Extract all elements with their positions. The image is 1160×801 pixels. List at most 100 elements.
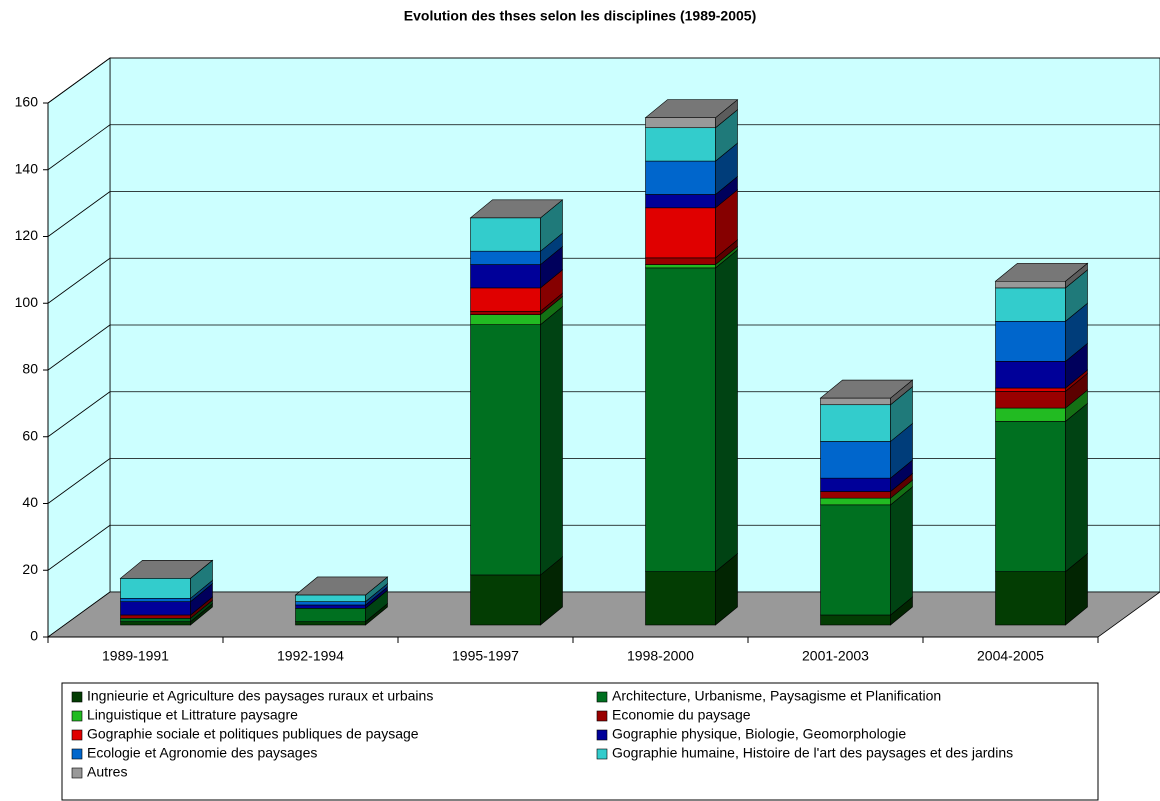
bar-segment [820, 397, 891, 406]
y-tick-label: 160 [15, 94, 39, 110]
bar-segment [645, 207, 716, 259]
grid-line [47, 324, 111, 371]
legend-label: Architecture, Urbanisme, Paysagisme et P… [612, 688, 941, 704]
legend-swatch [71, 767, 83, 779]
bar-segment [995, 391, 1066, 409]
bar-top [294, 576, 389, 596]
bar-segment [995, 387, 1066, 392]
bar-segment [645, 160, 716, 195]
bar-segment-side [890, 486, 913, 616]
bar-segment [820, 497, 891, 506]
legend-label: Autres [87, 764, 127, 780]
legend [61, 682, 1099, 801]
bar-segment [820, 614, 891, 626]
legend-swatch [71, 729, 83, 741]
legend-swatch [596, 691, 608, 703]
bar-segment [820, 404, 891, 442]
bar-segment [995, 361, 1066, 389]
bar-segment [470, 217, 541, 252]
legend-swatch [596, 710, 608, 722]
bar-segment [295, 608, 366, 622]
legend-swatch [596, 748, 608, 760]
legend-swatch [71, 710, 83, 722]
bar-segment [120, 597, 191, 602]
bar-segment [995, 407, 1066, 422]
bar-top [644, 99, 739, 118]
grid-line [47, 57, 111, 104]
bar-segment [820, 504, 891, 616]
x-tick-label: 1989-1991 [102, 648, 169, 664]
bar-segment [820, 491, 891, 499]
bar-segment [470, 287, 541, 312]
bar-segment [470, 324, 541, 576]
bar-segment [995, 280, 1066, 289]
bar-top [469, 199, 564, 219]
bar-segment [470, 310, 541, 315]
bar-segment [470, 264, 541, 289]
bar-segment [120, 621, 191, 626]
legend-label: Ingnieurie et Agriculture des paysages r… [87, 688, 433, 704]
chart-title: Evolution des thses selon les discipline… [404, 8, 756, 24]
x-tick-label: 1992-1994 [277, 648, 344, 664]
bar-segment [995, 571, 1066, 626]
bar-segment [295, 604, 366, 609]
grid-line [47, 524, 111, 571]
y-tick-label: 60 [22, 427, 38, 443]
bar-segment [470, 250, 541, 265]
bar-segment [645, 267, 716, 572]
y-tick-label: 140 [15, 160, 39, 176]
y-tick-label: 80 [22, 361, 38, 377]
bar-segment [645, 117, 716, 129]
grid-line [47, 391, 111, 438]
bar-top [994, 262, 1089, 282]
grid-line [47, 191, 111, 237]
legend-swatch [71, 691, 83, 703]
bar-segment-side [540, 305, 563, 576]
y-tick-label: 20 [22, 561, 38, 577]
y-tick-label: 0 [30, 628, 38, 644]
y-tick-label: 40 [22, 494, 38, 510]
legend-label: Linguistique et Littrature paysagre [87, 707, 298, 723]
bar-segment [645, 257, 716, 265]
grid-line [47, 458, 111, 504]
bar-segment [295, 621, 366, 626]
legend-label: Gographie sociale et politiques publique… [87, 726, 419, 742]
bar-segment [645, 571, 716, 626]
bar-segment [120, 618, 191, 622]
x-tick-label: 1995-1997 [452, 648, 519, 664]
bar-segment [645, 127, 716, 162]
bar-segment-side [715, 249, 738, 573]
bar-segment [470, 574, 541, 626]
bar-top [119, 559, 214, 579]
bar-segment [120, 614, 191, 619]
x-tick-label: 2001-2003 [802, 648, 869, 664]
legend-label: Ecologie et Agronomie des paysages [87, 745, 317, 761]
bar-segment-side [1065, 402, 1088, 573]
legend-label: Economie du paysage [612, 707, 751, 723]
x-tick-label: 1998-2000 [627, 648, 694, 664]
bar-segment [645, 264, 716, 269]
bar-top [819, 379, 914, 399]
y-tick-label: 100 [15, 294, 39, 310]
bar-segment [820, 477, 891, 492]
legend-swatch [596, 729, 608, 741]
y-tick-label: 120 [15, 227, 39, 243]
bar-segment [995, 287, 1066, 322]
bar-segment [120, 601, 191, 616]
bar-segment [470, 314, 541, 325]
legend-label: Gographie humaine, Histoire de l'art des… [612, 745, 1013, 761]
bar-segment [295, 601, 366, 606]
grid-line [47, 257, 111, 304]
floor [46, 591, 1160, 638]
bar-segment [295, 594, 366, 602]
bar-segment [120, 577, 191, 599]
grid-line [47, 124, 111, 171]
bar-segment [820, 441, 891, 479]
legend-swatch [71, 748, 83, 760]
legend-label: Gographie physique, Biologie, Geomorphol… [612, 726, 906, 742]
x-tick-label: 2004-2005 [977, 648, 1044, 664]
bar-segment [995, 320, 1066, 362]
bar-segment [645, 194, 716, 209]
bar-segment [995, 421, 1066, 572]
